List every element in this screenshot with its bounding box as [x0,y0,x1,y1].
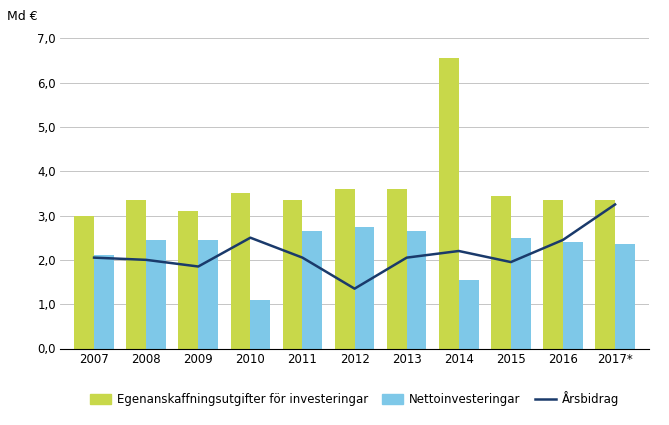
Bar [126,200,146,348]
Bar [563,242,583,348]
Bar [355,227,375,348]
Bar [491,196,511,348]
Bar [407,231,426,348]
Bar [94,255,114,348]
Bar [146,240,166,348]
Bar [231,193,250,348]
Bar [250,300,270,348]
Bar [198,240,218,348]
Bar [459,280,478,348]
Bar [511,238,531,348]
Bar [595,200,615,348]
Bar [302,231,322,348]
Bar [334,189,355,348]
Bar [543,200,563,348]
Text: Md €: Md € [7,10,38,23]
Bar [387,189,407,348]
Bar [615,244,635,348]
Bar [179,211,198,348]
Bar [439,58,459,348]
Bar [283,200,302,348]
Bar [74,215,94,348]
Legend: Egenanskaffningsutgifter för investeringar, Nettoinvesteringar, Årsbidrag: Egenanskaffningsutgifter för investering… [85,386,624,411]
